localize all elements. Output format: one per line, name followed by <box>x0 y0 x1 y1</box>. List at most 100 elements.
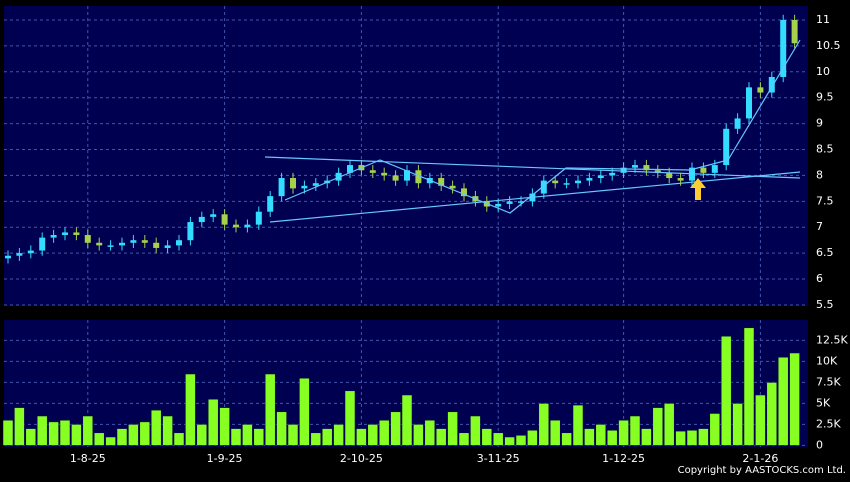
candle-body <box>381 172 388 176</box>
volume-bar <box>743 327 755 446</box>
volume-bar <box>128 424 139 446</box>
volume-bar <box>196 424 208 446</box>
candle-body <box>210 214 217 217</box>
candle-body <box>506 201 513 204</box>
volume-bar <box>333 424 344 446</box>
volume-bar <box>264 373 276 446</box>
y-tick-label: 5K <box>816 396 831 409</box>
trend-lines <box>264 39 801 223</box>
trend-line <box>264 156 801 179</box>
volume-bar <box>93 432 105 446</box>
candle-body <box>153 242 160 248</box>
volume-bar <box>504 436 515 446</box>
volume-bar <box>48 421 59 446</box>
candle-body <box>16 253 23 256</box>
candle-body <box>586 178 593 181</box>
candle-body <box>404 170 410 181</box>
candle-body <box>415 170 422 184</box>
volume-bar <box>185 373 196 446</box>
copyright: Copyright by AASTOCKS.com Ltd. <box>678 465 846 476</box>
candle-body <box>233 224 239 228</box>
volume-bar <box>378 419 390 446</box>
candle-body <box>290 178 296 189</box>
volume-bar <box>732 403 743 446</box>
volume-bar <box>36 415 48 446</box>
y-tick-label: 9 <box>816 117 823 130</box>
candle-body <box>107 245 114 247</box>
candle-body <box>620 167 627 173</box>
y-tick-label: 7 <box>816 220 823 233</box>
x-tick-label: 2-10-25 <box>340 452 383 465</box>
candle-body <box>449 185 456 189</box>
candle-body <box>677 178 684 181</box>
candle-body <box>495 203 502 207</box>
volume-bar <box>344 390 356 446</box>
volume-bar <box>538 403 550 446</box>
candle-body <box>563 183 570 185</box>
candle-body <box>221 214 228 225</box>
volume-bar <box>116 428 128 446</box>
volume-bar <box>2 419 14 446</box>
volume-bar <box>458 432 470 446</box>
volume-bar <box>207 398 219 446</box>
x-tick-label: 3-11-25 <box>477 452 520 465</box>
y-tick-label: 7.5K <box>816 375 841 388</box>
candle-body <box>711 165 718 173</box>
candle-body <box>62 232 68 236</box>
volume-bar <box>82 415 94 446</box>
candle-body <box>461 188 467 197</box>
candle-body <box>643 165 650 171</box>
volume-bar <box>675 430 686 446</box>
plot-layer: 5.5 6 6.5 7 7.5 8 8.5 9 9.5 10 10.5 11 0 2.5K 5K 7.5K 10… <box>2 6 848 465</box>
candle-body <box>335 172 342 181</box>
trend-line <box>269 171 801 223</box>
volume-bar <box>549 419 561 446</box>
volume-bar <box>105 436 116 446</box>
volume-bar <box>777 356 789 446</box>
volume-bar <box>424 419 436 446</box>
x-tick-label: 1-9-25 <box>207 452 243 465</box>
volume-bar <box>766 382 778 446</box>
y-tick-label: 2.5K <box>816 417 841 430</box>
volume-bar <box>310 432 322 446</box>
candle-body <box>141 240 148 243</box>
candle-body <box>654 170 661 173</box>
candle-body <box>632 165 638 168</box>
volume-bar <box>481 428 493 446</box>
y-tick-label: 9.5 <box>816 91 834 104</box>
volume-bar <box>253 428 265 446</box>
y-tick-label: 0 <box>816 438 823 451</box>
candle-body <box>73 232 80 236</box>
volume-bar <box>150 409 162 446</box>
y-tick-label: 8.5 <box>816 143 834 156</box>
zigzag-line <box>284 39 801 214</box>
volume-bar <box>572 404 584 446</box>
candle-body <box>540 180 547 194</box>
volume-bar <box>698 428 709 446</box>
candle-body <box>312 183 319 186</box>
volume-bar <box>435 428 447 446</box>
volume-bar <box>14 407 25 446</box>
y-tick-label: 10.5 <box>816 39 841 52</box>
volume-bar <box>561 432 572 446</box>
volume-bar <box>401 394 413 446</box>
arrow <box>690 178 706 200</box>
volume-bar <box>413 424 424 446</box>
volume-bar <box>720 335 732 446</box>
candle-body <box>700 167 707 173</box>
volume-bar <box>584 428 595 446</box>
y-tick-label: 8 <box>816 168 823 181</box>
candle-body <box>5 255 11 259</box>
volume-bar <box>276 411 287 446</box>
candle-body <box>39 237 46 251</box>
candle-body <box>84 235 91 243</box>
candle-body <box>255 211 262 225</box>
candle-body <box>575 180 581 184</box>
candle-body <box>176 240 182 246</box>
price-panel <box>4 6 808 306</box>
candle-body <box>746 87 752 119</box>
volume-bar <box>230 428 242 446</box>
candle-body <box>164 245 171 248</box>
volume-bar <box>367 424 379 446</box>
